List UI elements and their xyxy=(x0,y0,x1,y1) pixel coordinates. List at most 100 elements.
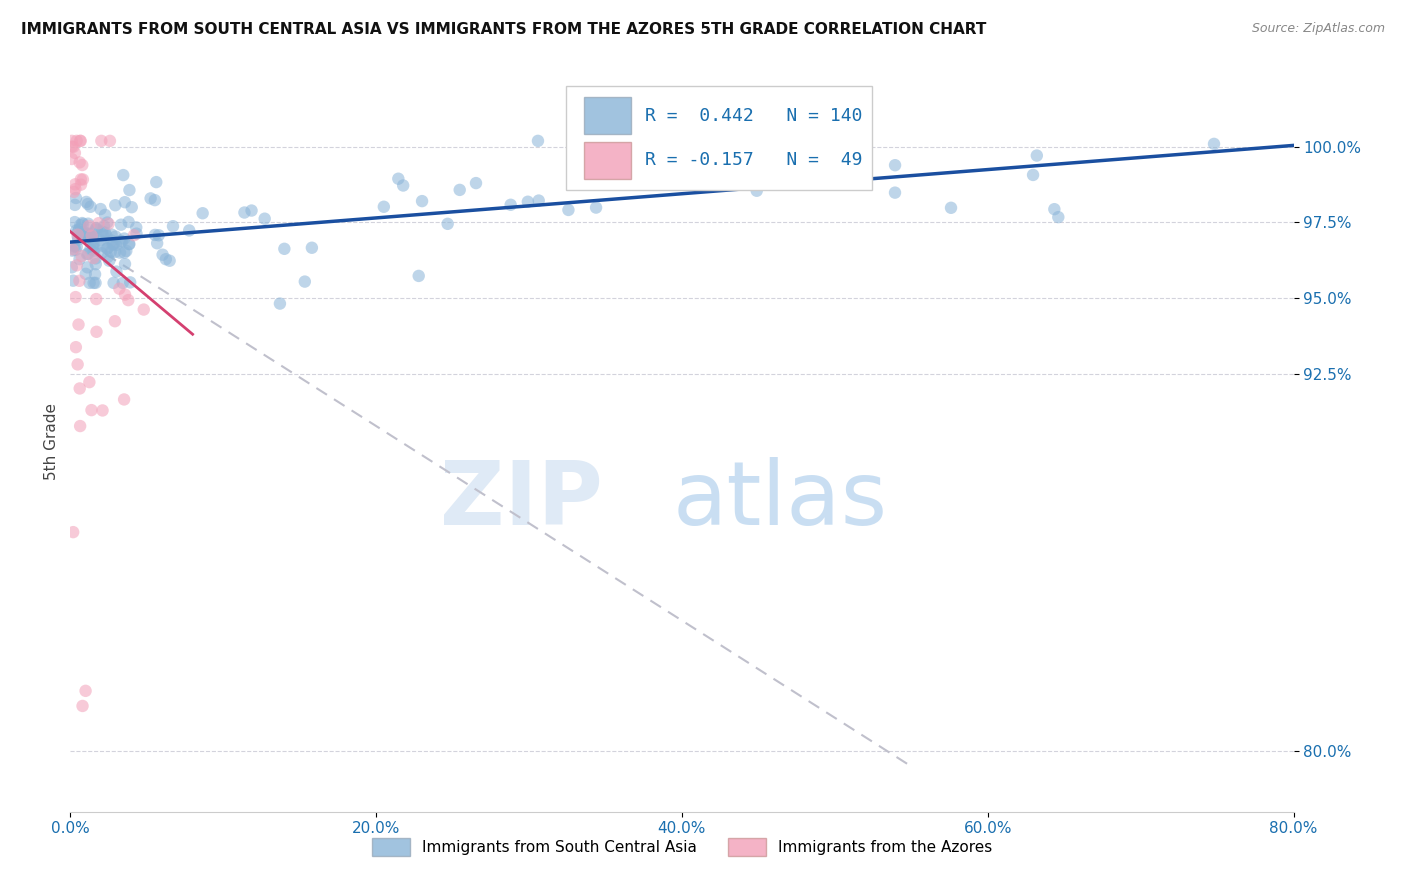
Text: Source: ZipAtlas.com: Source: ZipAtlas.com xyxy=(1251,22,1385,36)
Point xyxy=(75,194,97,209)
Point xyxy=(105,238,128,252)
Text: ZIP: ZIP xyxy=(440,458,602,544)
Point xyxy=(76,227,98,241)
Point xyxy=(66,358,89,372)
Point xyxy=(96,228,118,243)
Point xyxy=(516,194,538,209)
Point xyxy=(80,230,103,244)
Point xyxy=(72,698,94,713)
Point xyxy=(90,246,112,260)
Point xyxy=(66,258,89,272)
Point xyxy=(1025,148,1047,162)
Point xyxy=(82,238,104,252)
Text: R =  0.442   N = 140: R = 0.442 N = 140 xyxy=(645,107,863,125)
Point xyxy=(69,134,91,148)
Text: R = -0.157   N =  49: R = -0.157 N = 49 xyxy=(645,152,863,169)
Point xyxy=(114,287,136,301)
Point xyxy=(70,225,93,239)
Point xyxy=(83,236,105,251)
Point xyxy=(91,228,114,243)
Point xyxy=(66,229,89,244)
Point xyxy=(93,219,115,233)
Point xyxy=(62,140,84,154)
Point xyxy=(84,276,107,290)
FancyBboxPatch shape xyxy=(583,142,630,178)
Point xyxy=(91,225,114,239)
Point xyxy=(125,220,148,235)
Y-axis label: 5th Grade: 5th Grade xyxy=(44,403,59,480)
Point xyxy=(63,145,86,160)
Point xyxy=(62,525,84,540)
FancyBboxPatch shape xyxy=(565,87,872,190)
Point xyxy=(162,219,184,234)
Point xyxy=(67,233,90,247)
Point xyxy=(387,171,409,186)
Point xyxy=(82,251,104,265)
Point xyxy=(65,191,87,205)
Point xyxy=(118,237,141,252)
Point xyxy=(79,242,101,256)
Point xyxy=(65,243,87,257)
Point xyxy=(70,216,93,230)
FancyBboxPatch shape xyxy=(583,97,630,135)
Point xyxy=(269,296,291,310)
Point xyxy=(66,225,89,239)
Point xyxy=(63,198,86,212)
Point xyxy=(436,217,458,231)
Point xyxy=(69,381,91,395)
Point xyxy=(1047,210,1070,224)
Point xyxy=(1022,168,1045,182)
Point xyxy=(86,325,108,339)
Point xyxy=(84,292,107,306)
Point xyxy=(86,223,108,237)
Point xyxy=(83,244,105,258)
Point xyxy=(301,241,323,255)
Legend: Immigrants from South Central Asia, Immigrants from the Azores: Immigrants from South Central Asia, Immi… xyxy=(371,838,993,856)
Point xyxy=(143,193,166,207)
Point xyxy=(745,184,768,198)
Point xyxy=(79,200,101,214)
Point xyxy=(67,318,90,332)
Point xyxy=(1202,136,1225,151)
Point xyxy=(72,217,94,231)
Point xyxy=(65,224,87,238)
Point xyxy=(115,244,138,258)
Point xyxy=(253,211,276,226)
Text: IMMIGRANTS FROM SOUTH CENTRAL ASIA VS IMMIGRANTS FROM THE AZORES 5TH GRADE CORRE: IMMIGRANTS FROM SOUTH CENTRAL ASIA VS IM… xyxy=(21,22,987,37)
Point xyxy=(191,206,214,220)
Point xyxy=(233,205,256,219)
Point xyxy=(159,253,181,268)
Text: atlas: atlas xyxy=(672,458,887,544)
Point xyxy=(557,202,579,217)
Point xyxy=(1043,202,1066,216)
Point xyxy=(132,302,155,317)
Point xyxy=(77,227,100,241)
Point xyxy=(97,250,120,264)
Point xyxy=(145,175,167,189)
Point xyxy=(80,228,103,243)
Point xyxy=(82,230,104,244)
Point xyxy=(87,216,110,230)
Point xyxy=(104,229,127,244)
Point xyxy=(465,176,488,190)
Point xyxy=(69,134,91,148)
Point xyxy=(294,275,316,289)
Point xyxy=(98,134,121,148)
Point xyxy=(86,221,108,235)
Point xyxy=(62,274,84,288)
Point xyxy=(143,227,166,242)
Point xyxy=(84,221,107,235)
Point xyxy=(97,217,120,231)
Point xyxy=(82,232,104,246)
Point xyxy=(66,227,89,242)
Point xyxy=(79,229,101,244)
Point xyxy=(96,242,118,256)
Point xyxy=(69,419,91,434)
Point xyxy=(152,248,174,262)
Point xyxy=(83,242,105,256)
Point xyxy=(114,257,136,271)
Point xyxy=(884,158,907,172)
Point xyxy=(112,392,135,407)
Point xyxy=(112,168,135,182)
Point xyxy=(79,375,101,389)
